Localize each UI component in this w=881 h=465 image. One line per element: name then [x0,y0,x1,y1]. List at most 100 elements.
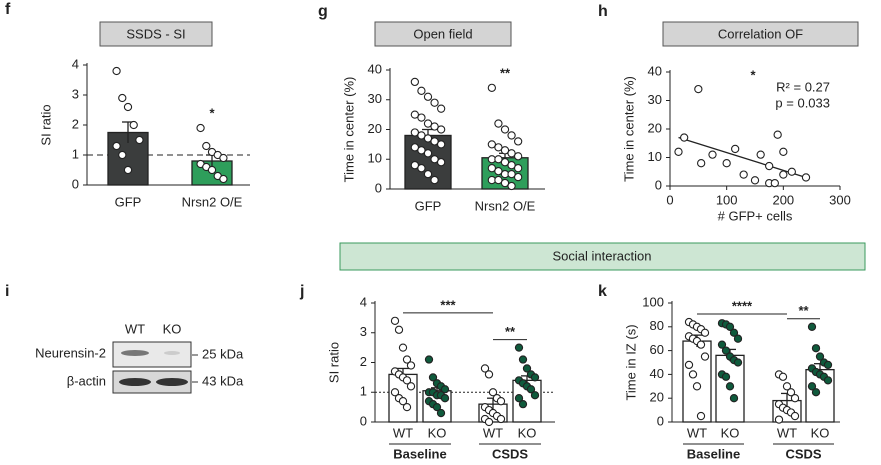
annotation: R² = 0.27 [776,79,830,94]
data-point [500,125,510,134]
x-tick-label: 100 [716,192,738,207]
y-tick-label: 10 [648,149,662,164]
y-tick-label: 40 [650,366,664,381]
x-tick-label: GFP [415,198,442,213]
title-box [374,21,512,47]
y-tick-label: 20 [650,390,664,405]
x-tick-label: WT [483,425,503,440]
x-tick-label: GFP [115,194,142,209]
data-point [430,175,439,185]
y-tick-label: 0 [375,180,382,195]
data-point [123,165,133,175]
data-point [494,155,503,164]
data-point [770,178,779,188]
data-point [722,159,731,168]
panel-letter: f [5,1,11,18]
blot-row-label: Neurensin-2 [35,345,106,360]
data-point [507,181,516,191]
data-point [500,158,510,167]
data-point [494,166,503,176]
data-point [518,355,528,364]
data-point [807,322,817,331]
chart-title: Open field [413,26,472,41]
y-tick-label: 0 [655,177,662,192]
y-tick-label: 4 [72,56,79,71]
data-point [410,161,420,170]
data-point [430,155,439,164]
data-point [423,169,433,179]
data-point [196,123,205,133]
y-tick-label: 2 [72,116,79,131]
data-point [721,346,731,355]
significance: ** [505,324,516,339]
data-point [721,372,731,381]
data-point [430,137,439,146]
data-point [432,402,442,412]
data-point [129,120,138,130]
data-point [436,408,446,418]
data-point [424,355,434,364]
data-point [692,382,702,391]
data-point [423,92,433,101]
data-point [500,178,510,188]
y-tick-label: 10 [368,151,382,166]
data-point [135,135,144,145]
data-point [739,170,748,179]
y-tick-label: 4 [360,294,367,309]
group-label: CSDS [492,446,528,461]
data-point [823,376,833,385]
data-point [513,172,523,182]
blot-size: 25 kDa [202,346,244,361]
data-point [402,376,412,385]
data-point [756,150,765,159]
x-tick-label: 200 [772,192,794,207]
data-point [688,370,698,379]
data-point [815,352,825,361]
data-point [496,414,506,424]
data-point [496,397,506,406]
data-point [417,131,426,140]
data-point [717,340,727,349]
data-point [398,397,408,406]
data-point [522,364,532,373]
y-axis-label: Time in center (%) [341,77,356,183]
data-point [487,164,497,173]
data-point [436,140,446,149]
blot-column: KO [163,321,182,336]
panel-letter: j [299,283,304,300]
data-point [484,370,494,379]
data-point [219,153,228,163]
x-tick-label: WT [777,425,797,440]
significance: **** [732,298,753,313]
data-point [811,344,821,353]
data-point [507,149,516,158]
data-point [402,355,412,364]
data-point [779,170,788,179]
y-tick-label: 20 [368,121,382,136]
data-point [684,360,694,370]
data-point [390,388,400,397]
annotation: p = 0.033 [775,95,830,110]
data-point [507,169,516,179]
data-point [480,364,490,373]
data-point [494,143,503,152]
x-tick-label: WT [687,425,707,440]
y-axis-label: Time in center (%) [621,76,636,182]
blot-band [156,378,188,386]
data-point [700,328,710,337]
panel-letter: i [5,283,9,300]
data-point [440,394,450,403]
x-tick-label: 300 [829,192,851,207]
data-point [423,134,433,143]
data-point [507,161,516,170]
data-point [750,176,760,185]
y-tick-label: 2 [360,354,367,369]
blot-band-box [112,370,192,394]
data-point [436,158,446,167]
data-point [417,86,426,95]
banner-box [339,242,866,271]
y-tick-label: 100 [642,294,664,309]
data-point [494,175,503,185]
data-point [801,173,811,182]
data-point [696,411,706,421]
